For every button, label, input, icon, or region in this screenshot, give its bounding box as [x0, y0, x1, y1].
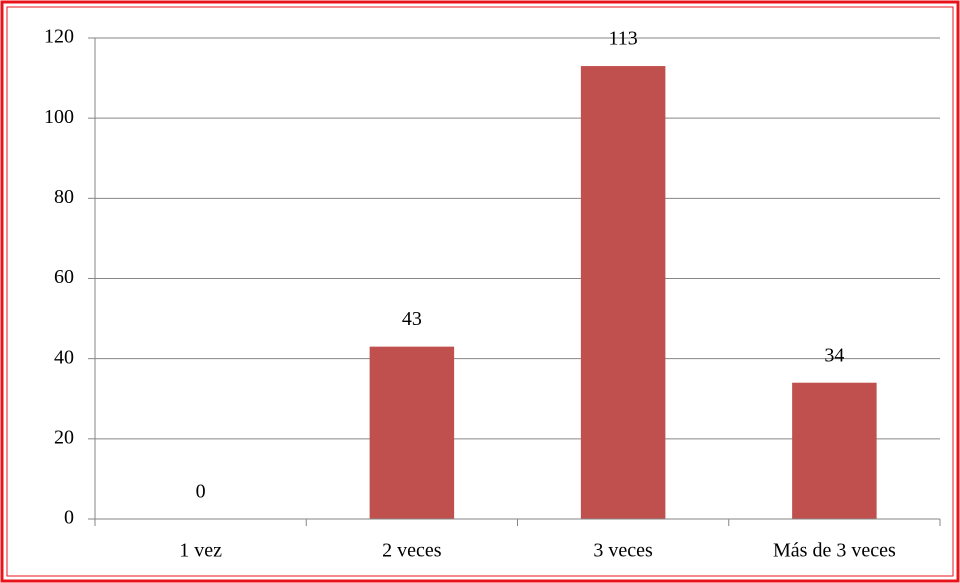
data-label: 0	[196, 481, 206, 503]
y-tick-label: 60	[54, 266, 74, 288]
data-label: 113	[608, 28, 637, 50]
y-tick-label: 80	[54, 186, 74, 208]
x-tick-label: 3 veces	[593, 540, 653, 562]
bar	[792, 382, 877, 519]
x-tick-label: Más de 3 veces	[773, 540, 896, 562]
y-tick-label: 0	[64, 507, 74, 529]
x-tick-label: 2 veces	[382, 540, 442, 562]
y-tick-label: 40	[54, 346, 74, 368]
x-tick-label: 1 vez	[179, 540, 222, 562]
bar	[369, 346, 455, 519]
y-tick-label: 100	[44, 106, 74, 128]
bar	[580, 66, 666, 519]
data-label: 43	[402, 308, 422, 330]
data-label: 34	[824, 344, 844, 366]
frame-inner	[6, 6, 954, 577]
y-tick-label: 120	[44, 26, 74, 48]
y-tick-label: 20	[54, 426, 74, 448]
